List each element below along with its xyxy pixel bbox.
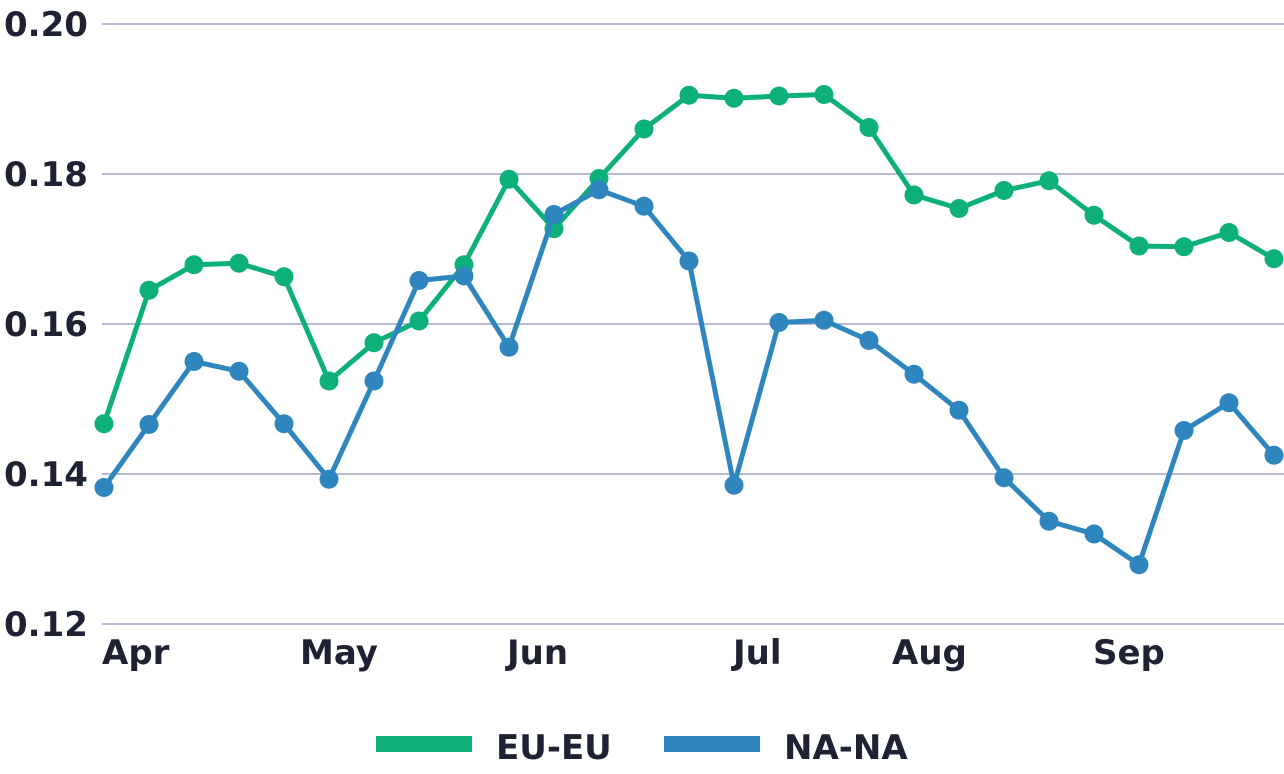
y-tick-label: 0.20 bbox=[4, 5, 88, 45]
data-point bbox=[274, 414, 294, 434]
data-point bbox=[364, 333, 384, 353]
data-point bbox=[94, 414, 114, 434]
data-point bbox=[1039, 171, 1059, 191]
x-tick-label: Apr bbox=[102, 633, 170, 673]
legend-item: EU-EU bbox=[376, 728, 612, 768]
y-tick-label: 0.12 bbox=[4, 605, 88, 645]
series-eu-eu bbox=[94, 85, 1284, 434]
y-tick-label: 0.18 bbox=[4, 155, 88, 195]
data-point bbox=[1264, 249, 1284, 269]
data-point bbox=[1039, 511, 1059, 531]
data-point bbox=[1084, 205, 1104, 225]
data-point bbox=[499, 337, 519, 357]
data-point bbox=[274, 267, 294, 287]
data-point bbox=[814, 85, 834, 104]
legend: EU-EU NA-NA bbox=[376, 728, 908, 768]
legend-item: NA-NA bbox=[664, 728, 908, 768]
y-tick-label: 0.16 bbox=[4, 305, 88, 345]
data-point bbox=[139, 415, 159, 434]
data-point bbox=[1129, 236, 1149, 256]
data-point bbox=[499, 169, 519, 189]
data-point bbox=[454, 266, 474, 286]
data-point bbox=[814, 310, 834, 330]
x-tick-label: Aug bbox=[892, 633, 967, 673]
data-point bbox=[994, 181, 1014, 200]
legend-swatch bbox=[376, 736, 472, 752]
data-point bbox=[1219, 393, 1239, 413]
data-point bbox=[184, 255, 204, 275]
series-na-na bbox=[94, 180, 1284, 575]
x-axis-ticks: Apr May Jun Jul Aug Sep bbox=[102, 633, 1165, 673]
grid-lines bbox=[102, 23, 1284, 625]
y-axis-ticks: 0.12 0.14 0.16 0.18 0.20 bbox=[4, 5, 88, 645]
series-line bbox=[101, 187, 1276, 568]
data-point bbox=[184, 352, 204, 371]
data-point bbox=[139, 280, 159, 300]
x-tick-label: May bbox=[300, 633, 378, 673]
data-point bbox=[634, 119, 654, 139]
data-point bbox=[319, 469, 339, 489]
data-point bbox=[1129, 555, 1149, 575]
x-tick-label: Sep bbox=[1093, 633, 1165, 673]
data-point bbox=[409, 311, 429, 331]
data-point bbox=[589, 180, 609, 200]
data-point bbox=[319, 371, 339, 391]
series-layer bbox=[94, 85, 1284, 575]
data-point bbox=[769, 313, 789, 332]
data-point bbox=[679, 85, 699, 105]
y-tick-label: 0.14 bbox=[4, 455, 88, 495]
data-point bbox=[1174, 421, 1194, 440]
data-point bbox=[409, 271, 429, 290]
data-point bbox=[724, 88, 744, 108]
x-tick-label: Jul bbox=[731, 633, 782, 673]
data-point bbox=[859, 331, 879, 350]
x-tick-label: Jun bbox=[505, 633, 568, 673]
data-point bbox=[949, 199, 969, 218]
data-point bbox=[1219, 223, 1239, 242]
data-point bbox=[859, 118, 879, 137]
data-point bbox=[229, 253, 249, 273]
data-point bbox=[904, 364, 924, 384]
data-point bbox=[904, 185, 924, 205]
data-point bbox=[679, 251, 699, 271]
data-point bbox=[94, 478, 114, 497]
data-point bbox=[229, 361, 249, 381]
legend-label: NA-NA bbox=[784, 728, 908, 768]
data-point bbox=[724, 475, 744, 495]
data-point bbox=[769, 86, 789, 106]
data-point bbox=[364, 371, 384, 391]
legend-swatch bbox=[664, 736, 760, 752]
legend-label: EU-EU bbox=[496, 728, 612, 768]
data-point bbox=[994, 468, 1014, 488]
data-point bbox=[949, 400, 969, 420]
data-point bbox=[1264, 445, 1284, 465]
data-point bbox=[634, 196, 654, 216]
data-point bbox=[544, 205, 564, 224]
data-point bbox=[1084, 524, 1104, 544]
data-point bbox=[1174, 237, 1194, 257]
